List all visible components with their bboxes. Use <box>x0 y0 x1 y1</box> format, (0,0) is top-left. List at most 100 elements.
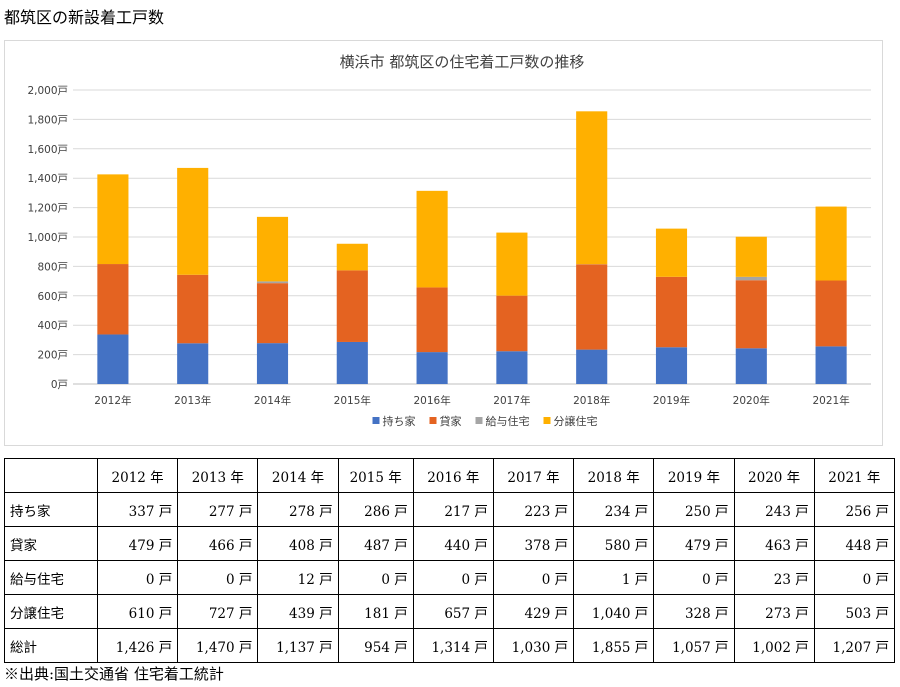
table-cell: 23 戸 <box>733 560 815 595</box>
table-cell: 328 戸 <box>653 594 735 629</box>
table-cell: 378 戸 <box>492 526 575 561</box>
y-tick-label: 1,200戸 <box>27 203 68 215</box>
table-cell: 439 戸 <box>257 594 339 629</box>
table-cell: 440 戸 <box>412 526 494 561</box>
table-cell: 727 戸 <box>177 594 259 629</box>
bar-segment <box>336 243 368 271</box>
bar-segment <box>256 216 289 282</box>
legend-swatch <box>475 417 483 424</box>
y-tick-label: 1,800戸 <box>27 114 68 126</box>
y-tick-label: 800戸 <box>37 261 68 273</box>
y-tick-label: 200戸 <box>37 350 68 362</box>
table-cell: 479 戸 <box>96 526 179 561</box>
table-cell: 243 戸 <box>733 492 815 527</box>
table-cell: 0 戸 <box>412 560 494 595</box>
table-row-label: 総計 <box>4 628 98 663</box>
bar-segment <box>177 167 209 275</box>
table-cell: 286 戸 <box>337 492 414 527</box>
table-header-cell: 2014 年 <box>257 458 339 493</box>
y-tick-label: 2,000戸 <box>27 85 68 97</box>
bar-segment <box>735 348 767 384</box>
table-cell: 277 戸 <box>177 492 259 527</box>
table-row: 分譲住宅 610 戸 727 戸 439 戸 181 戸 657 戸 429 戸 1,040 … <box>4 594 896 629</box>
bar-segment <box>815 280 847 347</box>
bar-segment <box>177 343 209 384</box>
bar-segment <box>97 334 129 384</box>
bar-segment <box>655 276 688 348</box>
stacked-bar-chart: 横浜市 都筑区の住宅着工戸数の推移 0戸 200戸 400戸 600戸 800戸 1,000… <box>27 53 871 428</box>
bar-segment <box>496 351 528 384</box>
bar-segment <box>177 274 209 344</box>
table-header-cell: 2020 年 <box>733 458 815 493</box>
y-tick-label: 400戸 <box>37 320 68 332</box>
table-cell: 0 戸 <box>337 560 414 595</box>
page-heading: 都筑区の新設着工戸数 <box>4 8 165 27</box>
table-row: 持ち家 337 戸 277 戸 278 戸 286 戸 217 戸 223 戸 234 戸 25… <box>4 492 896 527</box>
bar-segment <box>416 352 448 384</box>
legend-label: 貸家 <box>440 414 462 428</box>
bar-segment <box>97 264 129 335</box>
bar-segment <box>576 349 608 384</box>
bar-segment <box>655 228 688 277</box>
bar-segment <box>735 276 767 281</box>
table-cell: 337 戸 <box>96 492 179 527</box>
table-cell: 610 戸 <box>96 594 179 629</box>
table-cell: 181 戸 <box>337 594 414 629</box>
table-cell: 1,002 戸 <box>733 628 815 663</box>
table-cell: 1,040 戸 <box>573 594 655 629</box>
table-body: 持ち家 337 戸 277 戸 278 戸 286 戸 217 戸 223 戸 234 戸 25… <box>4 492 896 663</box>
table-cell: 12 戸 <box>257 560 339 595</box>
legend-swatch <box>372 417 380 424</box>
table-cell: 0 戸 <box>177 560 259 595</box>
table-row-label: 分譲住宅 <box>4 594 98 629</box>
legend-swatch <box>429 417 437 424</box>
legend-label: 持ち家 <box>383 414 416 428</box>
table-header-cell: 2015 年 <box>337 458 414 493</box>
table-cell: 0 戸 <box>813 560 896 595</box>
x-tick-label: 2014年 <box>254 394 291 407</box>
table-row: 総計 1,426 戸 1,470 戸 1,137 戸 954 戸 1,314 戸 1,030… <box>4 628 896 663</box>
table-cell: 1,057 戸 <box>653 628 735 663</box>
table-cell: 0 戸 <box>492 560 575 595</box>
table-cell: 580 戸 <box>573 526 655 561</box>
bar-segment <box>576 111 608 265</box>
table-header-cell: 2013 年 <box>177 458 259 493</box>
table-cell: 463 戸 <box>733 526 815 561</box>
bar-segment <box>256 343 289 384</box>
bar-segment <box>97 174 129 265</box>
table-row-label: 貸家 <box>4 526 98 561</box>
table-cell: 479 戸 <box>653 526 735 561</box>
y-tick-label: 1,400戸 <box>27 173 68 185</box>
x-tick-label: 2019年 <box>653 394 690 407</box>
table-cell: 0 戸 <box>96 560 179 595</box>
table-cell: 487 戸 <box>337 526 414 561</box>
table-cell: 256 戸 <box>813 492 896 527</box>
table-cell: 1,470 戸 <box>177 628 259 663</box>
table-cell: 223 戸 <box>492 492 575 527</box>
bar-segment <box>496 232 528 296</box>
table-cell: 1,207 戸 <box>813 628 896 663</box>
table-cell: 234 戸 <box>573 492 655 527</box>
x-tick-label: 2018年 <box>573 394 610 407</box>
bar-segment <box>336 270 368 342</box>
x-tick-label: 2017年 <box>493 394 530 407</box>
bar-segment <box>576 264 608 350</box>
table-cell: 1,137 戸 <box>257 628 339 663</box>
table-cell: 466 戸 <box>177 526 259 561</box>
table-row-label: 持ち家 <box>4 492 98 527</box>
bar-segment <box>416 287 448 353</box>
table-header-cell: 2018 年 <box>573 458 655 493</box>
housing-starts-table: 2012 年 2013 年 2014 年 2015 年 2016 年 2017 年 2018… <box>4 458 896 663</box>
bar-segment <box>735 236 767 277</box>
source-note: ※出典:国土交通省 住宅着工統計 <box>4 665 224 683</box>
bar-segment <box>256 283 289 344</box>
table-cell: 408 戸 <box>257 526 339 561</box>
table-cell: 0 戸 <box>653 560 735 595</box>
table-header-cell: 2021 年 <box>813 458 896 493</box>
table-row: 貸家 479 戸 466 戸 408 戸 487 戸 440 戸 378 戸 580 戸 479… <box>4 526 896 561</box>
y-tick-label: 1,600戸 <box>27 144 68 156</box>
table-cell: 503 戸 <box>813 594 896 629</box>
table-cell: 250 戸 <box>653 492 735 527</box>
table-header-row: 2012 年 2013 年 2014 年 2015 年 2016 年 2017 年 2018… <box>4 458 896 493</box>
table-cell: 273 戸 <box>733 594 815 629</box>
